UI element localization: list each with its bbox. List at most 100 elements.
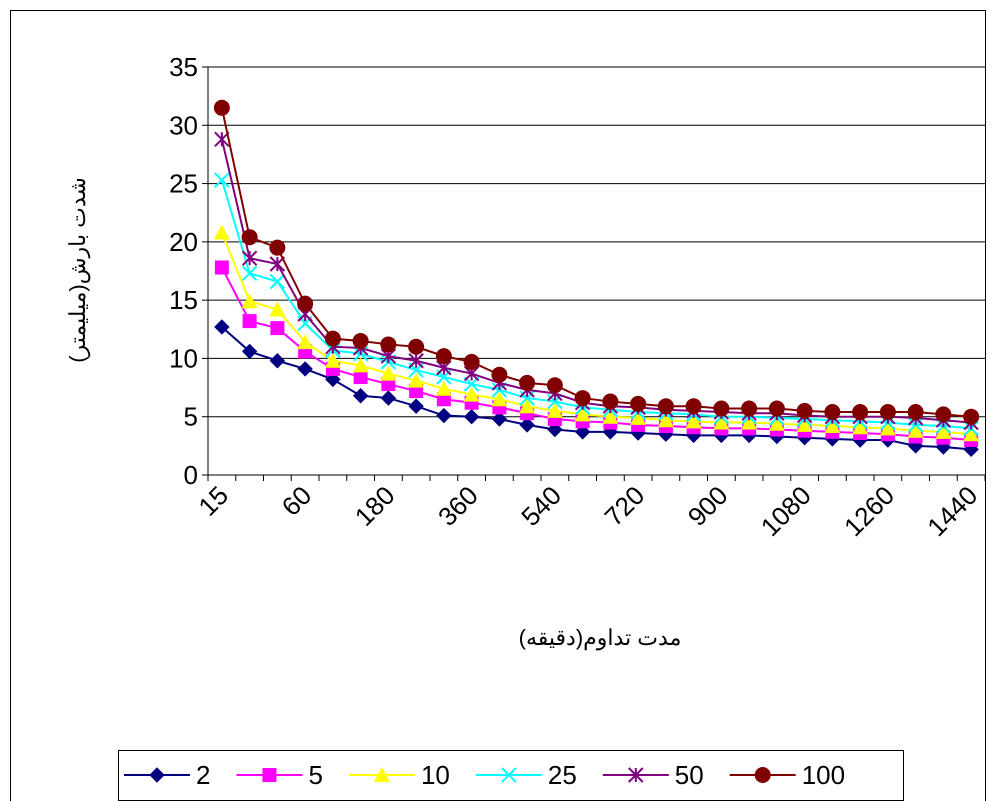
marker xyxy=(373,767,390,782)
y-tick-label: 25 xyxy=(169,169,198,199)
marker xyxy=(685,398,702,415)
marker xyxy=(574,406,591,422)
marker xyxy=(546,402,563,418)
legend-item: 50 xyxy=(602,760,704,790)
marker xyxy=(241,265,258,282)
marker xyxy=(879,404,896,421)
series-line xyxy=(220,107,972,418)
marker xyxy=(657,412,674,428)
marker xyxy=(380,336,397,353)
marker xyxy=(519,398,536,414)
marker xyxy=(741,400,758,417)
marker xyxy=(241,293,258,309)
marker xyxy=(768,415,785,431)
marker xyxy=(269,353,286,369)
marker xyxy=(352,388,369,404)
legend-label: 2 xyxy=(196,760,210,790)
marker xyxy=(796,416,813,432)
marker xyxy=(630,395,647,412)
legend-label: 5 xyxy=(308,760,322,790)
series-line xyxy=(220,267,972,442)
legend-item: 5 xyxy=(236,760,323,790)
marker xyxy=(463,409,480,425)
marker xyxy=(907,422,924,438)
marker xyxy=(380,365,397,381)
y-tick-label: 15 xyxy=(169,285,198,315)
y-tick-label: 10 xyxy=(169,343,198,373)
marker xyxy=(491,366,508,383)
marker xyxy=(852,404,869,421)
marker xyxy=(963,408,980,425)
marker xyxy=(149,767,165,783)
marker xyxy=(685,413,702,429)
marker xyxy=(852,419,869,435)
legend-item: 2 xyxy=(124,760,210,790)
marker xyxy=(879,420,896,436)
marker xyxy=(214,319,230,335)
marker xyxy=(519,374,536,391)
marker xyxy=(963,426,980,442)
marker xyxy=(519,417,535,433)
marker xyxy=(824,404,841,421)
marker xyxy=(214,131,230,147)
marker xyxy=(436,407,452,424)
legend-label: 100 xyxy=(802,760,845,790)
marker xyxy=(241,343,258,360)
marker xyxy=(602,393,619,410)
marker xyxy=(657,398,674,415)
y-tick-label: 0 xyxy=(184,460,198,490)
marker xyxy=(269,273,286,290)
marker xyxy=(435,380,452,396)
legend-label: 10 xyxy=(421,760,450,790)
marker xyxy=(824,418,841,434)
marker xyxy=(501,767,517,783)
marker xyxy=(713,414,730,430)
y-tick-label: 20 xyxy=(169,227,198,257)
marker xyxy=(324,352,341,368)
marker xyxy=(754,767,771,783)
marker xyxy=(546,377,563,394)
marker xyxy=(741,414,758,430)
marker xyxy=(408,338,425,355)
legend-item: 25 xyxy=(475,760,577,790)
series-line xyxy=(220,232,972,436)
marker xyxy=(713,400,730,417)
marker xyxy=(935,423,952,439)
marker xyxy=(269,239,286,256)
y-axis-title: شدت بارش(میلیمتر) xyxy=(65,177,91,363)
marker xyxy=(242,314,257,329)
marker xyxy=(491,391,508,407)
marker xyxy=(352,357,369,373)
y-tick-label: 35 xyxy=(169,52,198,82)
marker xyxy=(324,330,341,347)
marker xyxy=(408,398,424,414)
marker xyxy=(602,408,619,424)
series-line xyxy=(220,179,972,430)
marker xyxy=(213,224,230,240)
marker xyxy=(435,348,452,365)
marker xyxy=(628,767,644,783)
y-tick-label: 30 xyxy=(169,110,198,140)
legend-label: 25 xyxy=(548,760,577,790)
marker xyxy=(463,386,480,402)
legend-item: 10 xyxy=(348,760,450,790)
marker xyxy=(796,402,813,419)
series-line xyxy=(220,139,972,424)
marker xyxy=(768,400,785,417)
x-axis-title: مدت تداوم(دقیقه) xyxy=(519,625,682,651)
marker xyxy=(297,295,314,312)
marker xyxy=(269,301,286,317)
marker xyxy=(463,353,480,370)
marker xyxy=(270,321,285,336)
marker xyxy=(213,99,230,116)
marker xyxy=(241,250,258,266)
marker xyxy=(297,361,313,377)
marker xyxy=(353,370,368,385)
marker xyxy=(408,372,425,388)
marker xyxy=(241,229,258,246)
marker xyxy=(408,353,424,369)
legend-label: 50 xyxy=(675,760,704,790)
legend-item: 100 xyxy=(729,760,845,790)
marker xyxy=(907,404,924,421)
